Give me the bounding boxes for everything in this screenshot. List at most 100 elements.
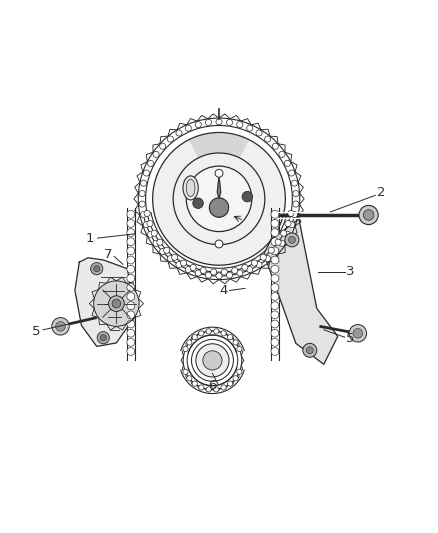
Circle shape bbox=[293, 201, 299, 207]
Circle shape bbox=[215, 240, 223, 248]
Circle shape bbox=[232, 268, 238, 273]
Circle shape bbox=[144, 211, 150, 216]
Circle shape bbox=[359, 205, 378, 224]
Circle shape bbox=[127, 238, 135, 246]
Text: 2: 2 bbox=[377, 186, 386, 199]
Circle shape bbox=[237, 369, 242, 374]
Circle shape bbox=[190, 264, 196, 271]
Circle shape bbox=[215, 169, 223, 177]
Circle shape bbox=[271, 265, 279, 273]
Circle shape bbox=[196, 344, 229, 377]
Circle shape bbox=[52, 318, 69, 335]
Circle shape bbox=[256, 262, 262, 268]
Circle shape bbox=[151, 230, 157, 236]
Circle shape bbox=[139, 201, 145, 207]
Circle shape bbox=[172, 254, 178, 260]
Circle shape bbox=[205, 119, 212, 126]
Circle shape bbox=[199, 385, 204, 390]
Circle shape bbox=[141, 180, 147, 186]
Circle shape bbox=[192, 335, 198, 340]
Circle shape bbox=[206, 329, 211, 334]
Ellipse shape bbox=[183, 176, 198, 200]
Circle shape bbox=[143, 170, 149, 176]
Circle shape bbox=[159, 248, 166, 254]
Circle shape bbox=[127, 302, 135, 310]
Circle shape bbox=[291, 180, 297, 186]
Circle shape bbox=[281, 230, 287, 236]
Circle shape bbox=[363, 209, 374, 220]
Circle shape bbox=[271, 293, 279, 301]
Circle shape bbox=[127, 338, 135, 346]
Circle shape bbox=[183, 346, 188, 352]
Circle shape bbox=[127, 256, 135, 264]
Circle shape bbox=[183, 369, 188, 374]
Circle shape bbox=[153, 240, 159, 246]
Circle shape bbox=[127, 229, 135, 237]
Circle shape bbox=[233, 340, 238, 345]
Circle shape bbox=[237, 270, 243, 276]
Circle shape bbox=[127, 293, 135, 301]
Circle shape bbox=[185, 266, 191, 272]
Circle shape bbox=[153, 151, 159, 157]
Circle shape bbox=[221, 269, 227, 275]
Circle shape bbox=[148, 160, 154, 166]
Circle shape bbox=[127, 274, 135, 282]
Circle shape bbox=[226, 272, 233, 278]
Circle shape bbox=[221, 385, 226, 390]
Circle shape bbox=[127, 329, 135, 337]
Circle shape bbox=[94, 265, 100, 272]
Circle shape bbox=[306, 347, 313, 354]
Circle shape bbox=[284, 160, 290, 166]
Circle shape bbox=[275, 239, 281, 245]
Circle shape bbox=[291, 212, 297, 217]
Circle shape bbox=[187, 340, 192, 345]
Circle shape bbox=[157, 239, 163, 245]
Circle shape bbox=[127, 348, 135, 356]
Circle shape bbox=[94, 281, 139, 326]
Circle shape bbox=[139, 190, 145, 197]
Circle shape bbox=[176, 130, 182, 136]
Text: 5: 5 bbox=[346, 332, 354, 345]
Circle shape bbox=[180, 260, 187, 266]
Circle shape bbox=[353, 328, 363, 338]
Circle shape bbox=[148, 231, 154, 237]
Text: 7: 7 bbox=[103, 248, 112, 261]
Circle shape bbox=[247, 125, 253, 131]
Circle shape bbox=[272, 248, 279, 254]
Circle shape bbox=[271, 238, 279, 246]
Circle shape bbox=[237, 122, 243, 128]
Circle shape bbox=[228, 335, 233, 340]
Circle shape bbox=[288, 236, 295, 244]
Polygon shape bbox=[264, 219, 338, 364]
Circle shape bbox=[127, 220, 135, 228]
Circle shape bbox=[271, 311, 279, 319]
Polygon shape bbox=[75, 258, 132, 346]
Circle shape bbox=[303, 343, 317, 357]
Circle shape bbox=[272, 143, 279, 149]
Text: 6: 6 bbox=[208, 379, 217, 392]
Circle shape bbox=[127, 211, 135, 218]
Circle shape bbox=[265, 255, 271, 262]
Circle shape bbox=[56, 321, 65, 331]
Circle shape bbox=[214, 387, 219, 392]
Circle shape bbox=[147, 221, 153, 227]
Circle shape bbox=[271, 320, 279, 328]
Circle shape bbox=[206, 387, 211, 392]
Circle shape bbox=[127, 311, 135, 319]
Polygon shape bbox=[189, 133, 249, 158]
Circle shape bbox=[226, 119, 233, 126]
Circle shape bbox=[284, 231, 290, 237]
Circle shape bbox=[167, 136, 173, 142]
Circle shape bbox=[143, 222, 149, 228]
Circle shape bbox=[199, 330, 204, 336]
Circle shape bbox=[256, 130, 262, 136]
Circle shape bbox=[271, 211, 279, 218]
Circle shape bbox=[237, 346, 242, 352]
Circle shape bbox=[186, 166, 252, 231]
Circle shape bbox=[279, 240, 285, 246]
Circle shape bbox=[167, 255, 173, 262]
Circle shape bbox=[91, 263, 103, 275]
Circle shape bbox=[271, 220, 279, 228]
Text: 3: 3 bbox=[346, 265, 354, 278]
Circle shape bbox=[221, 330, 226, 336]
